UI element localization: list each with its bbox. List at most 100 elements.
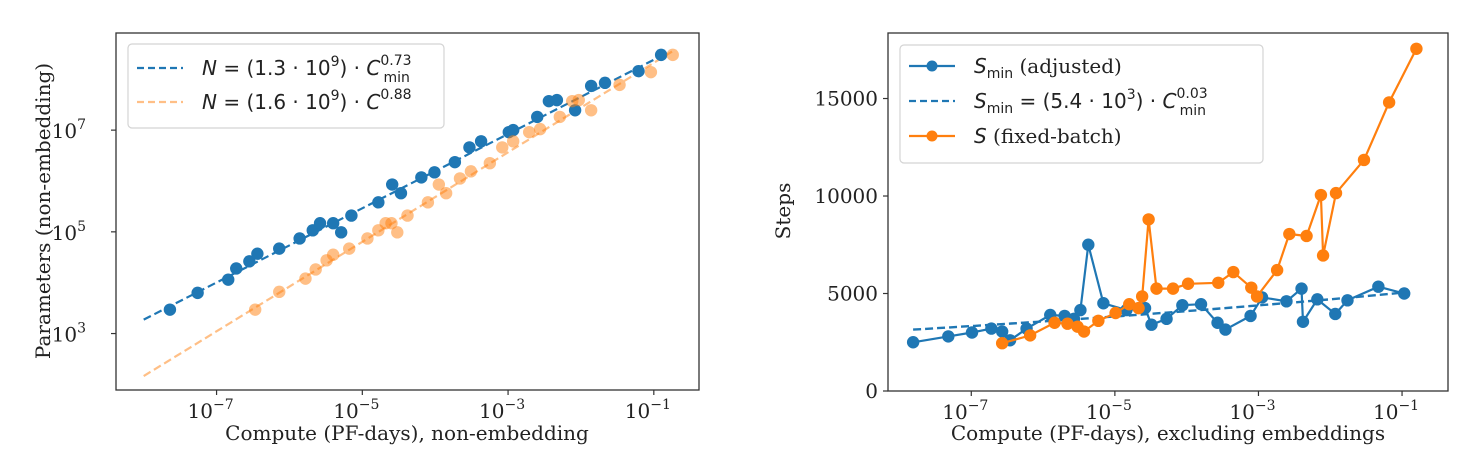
left-x-ticks: 10−7 10−5 10−3 10−1 [188,390,671,423]
left-data-point [385,178,399,191]
right-data-point [995,337,1009,350]
right-y-ticks: 0 5000 10000 15000 [814,87,888,403]
right-y-tick-label: 5000 [827,282,878,306]
left-data-point [273,285,286,299]
right-data-point [1082,238,1095,251]
left-x-tick-label: 10−1 [625,397,671,423]
left-data-point [584,104,598,117]
right-data-point [1410,42,1423,55]
right-data-point [1166,282,1180,295]
right-legend-label: Smin (adjusted) [974,54,1122,82]
left-data-point [421,196,435,209]
left-data-point [334,226,348,239]
right-data-point [1316,249,1330,262]
right-y-tick-label: 10000 [814,184,878,208]
right-y-axis-label: Steps [771,183,795,240]
left-data-point [191,286,204,300]
right-axes-frame [887,32,1449,392]
left-data-point [533,122,547,136]
right-data-point [1311,293,1324,306]
left-data-point [415,171,428,184]
left-data-point [613,78,626,92]
right-data-point [1142,213,1155,226]
left-y-tick-label: 107 [52,117,86,143]
right-data-series [906,42,1423,350]
right-x-axis-label: Compute (PF-days), excluding embeddings [951,421,1385,445]
right-legend-marker-icon [926,130,938,142]
left-axes-frame [115,32,700,391]
right-data-point [1123,298,1136,311]
left-data-point [448,155,462,169]
right-legend-label: Smin = (5.4 · 103) · C0.03 min [974,86,1208,119]
right-x-tick-label: 10−1 [1373,398,1419,424]
left-data-point [313,216,327,230]
right-data-point [1109,306,1122,320]
right-data-point [1227,265,1240,279]
left-legend-box [127,43,445,129]
right-legend-marker-icon [926,60,938,72]
right-data-point [1270,263,1284,277]
left-data-point [299,272,312,285]
right-data-point [1382,96,1396,109]
right-data-point [1245,281,1258,294]
right-data-point [1181,277,1195,290]
right-data-point [1135,290,1149,303]
right-data-point [1061,317,1074,330]
right-data-point [1074,303,1087,317]
right-data-point [1145,318,1158,331]
right-data-point [1132,301,1145,315]
right-data-point [1283,227,1296,241]
right-data-point [965,326,979,339]
right-data-point [1314,188,1328,202]
right-series-1 [995,42,1423,350]
left-data-point [439,186,453,200]
left-data-point [222,273,235,286]
right-x-ticks: 10−7 10−5 10−3 10−1 [942,391,1419,424]
left-data-point [432,178,446,191]
left-data-point [309,263,322,276]
right-data-point [995,325,1009,338]
right-data-point [1219,323,1232,336]
left-data-point [474,135,488,148]
right-data-point [1023,329,1037,342]
left-data-point [428,166,441,179]
right-data-point [1372,280,1385,293]
right-data-point [1300,229,1313,243]
right-legend-label: S (fixed-batch) [974,124,1122,148]
right-data-point [1077,325,1091,338]
left-series-1 [248,48,679,316]
left-legend-label: N = (1.3 · 109) · C0.73 min [202,53,412,86]
left-x-tick-label: 10−3 [479,397,525,423]
left-data-point [550,93,564,107]
right-data-point [1092,314,1105,328]
right-x-tick-label: 10−5 [1086,398,1132,424]
left-data-point [463,141,476,154]
left-data-point [326,248,340,261]
left-data-point [326,216,340,230]
right-y-tick-label: 0 [865,379,878,403]
left-data-point [506,135,520,148]
left-data-point [401,209,414,222]
left-data-point [506,123,520,137]
left-data-point [632,64,645,78]
left-data-point [598,76,612,90]
left-data-points [163,48,679,316]
left-data-point [666,48,679,62]
left-data-point [385,216,398,230]
left-data-point [391,226,404,239]
left-x-tick-label: 10−5 [333,397,379,423]
left-data-point [293,232,306,245]
right-data-point [1398,287,1411,300]
left-data-point [163,303,177,316]
right-data-point [942,330,955,343]
right-x-tick-label: 10−7 [942,398,988,424]
right-y-tick-label: 15000 [814,87,878,111]
right-data-point [1329,186,1343,200]
left-chart-parameters-vs-compute: 10−7 10−5 10−3 10−1 103 105 107 Compute (PF-d… [31,32,700,445]
right-data-point [906,336,920,349]
right-data-point [1341,294,1354,307]
right-data-point [1194,298,1208,311]
right-data-point [1357,153,1371,167]
right-legend: Smin (adjusted) Smin = (5.4 · 103) · C0.0… [899,44,1264,164]
right-data-point [1212,276,1225,289]
